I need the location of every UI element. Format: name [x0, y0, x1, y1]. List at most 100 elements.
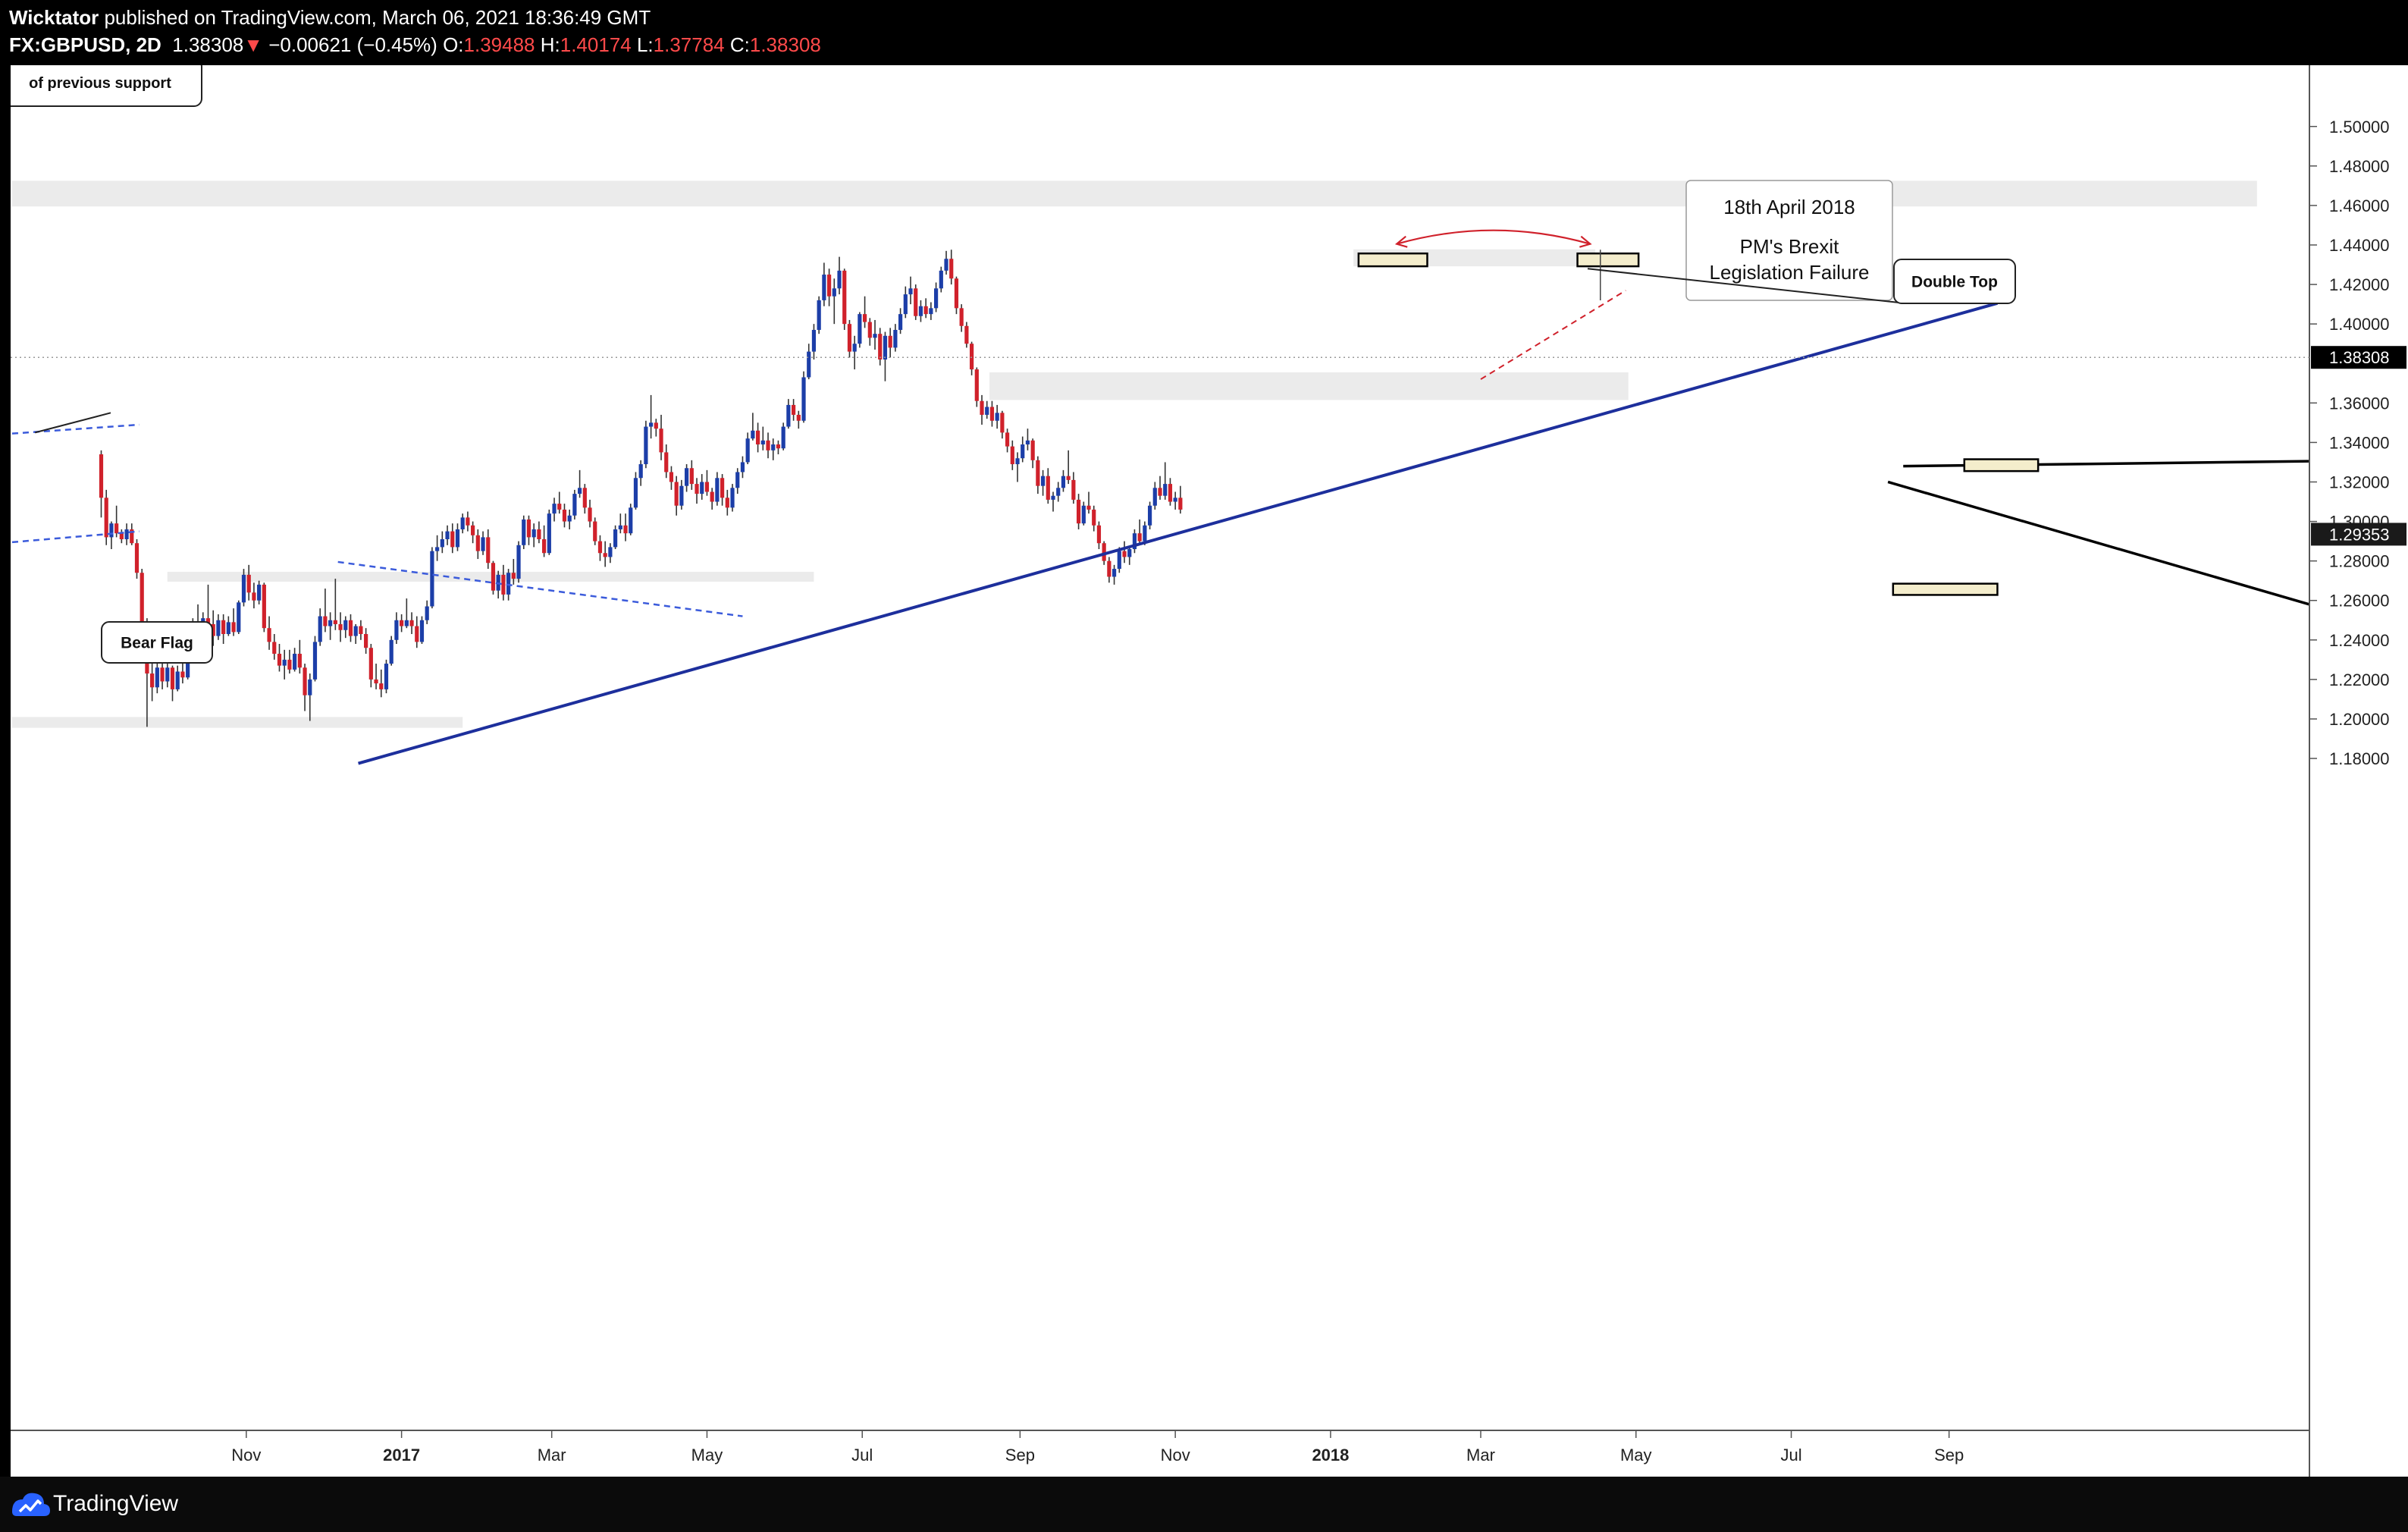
tradingview-logo-icon[interactable]: [9, 1489, 52, 1519]
candle[interactable]: [303, 664, 307, 711]
candle[interactable]: [1107, 557, 1112, 583]
candle[interactable]: [649, 394, 654, 439]
candle[interactable]: [1147, 501, 1152, 529]
candle[interactable]: [1127, 547, 1132, 565]
candle[interactable]: [435, 535, 440, 561]
candle[interactable]: [450, 523, 455, 554]
candle[interactable]: [99, 450, 104, 518]
candle[interactable]: [914, 284, 918, 320]
candle[interactable]: [175, 665, 180, 692]
candle[interactable]: [740, 456, 745, 479]
candle[interactable]: [704, 469, 710, 496]
candle[interactable]: [618, 513, 622, 534]
candle[interactable]: [893, 324, 898, 352]
candle[interactable]: [293, 648, 297, 672]
candle[interactable]: [633, 472, 638, 510]
candle[interactable]: [557, 491, 562, 514]
candle[interactable]: [481, 531, 485, 555]
candle[interactable]: [878, 328, 883, 366]
candle[interactable]: [826, 268, 832, 306]
candle[interactable]: [552, 498, 557, 522]
bear-flag-upper-dashed-line[interactable]: [11, 423, 140, 435]
candle[interactable]: [486, 529, 491, 570]
candle[interactable]: [211, 610, 215, 646]
candle[interactable]: [318, 608, 322, 646]
candle[interactable]: [852, 335, 857, 370]
candle[interactable]: [954, 276, 959, 315]
candle[interactable]: [720, 474, 725, 506]
candle[interactable]: [425, 600, 429, 624]
descending-dashed-resistance-line[interactable]: [337, 560, 743, 617]
candle[interactable]: [272, 633, 277, 660]
candle[interactable]: [1046, 468, 1050, 504]
candle[interactable]: [588, 499, 592, 528]
candle[interactable]: [995, 404, 999, 429]
candle[interactable]: [1021, 436, 1025, 463]
candle[interactable]: [231, 608, 236, 636]
candle[interactable]: [1040, 469, 1046, 496]
candle[interactable]: [959, 304, 964, 332]
candle[interactable]: [867, 318, 872, 346]
candle[interactable]: [109, 521, 114, 550]
candle[interactable]: [858, 312, 862, 348]
candle[interactable]: [908, 276, 913, 305]
candle[interactable]: [430, 547, 434, 609]
candle[interactable]: [613, 525, 618, 550]
candle[interactable]: [511, 559, 516, 585]
candle[interactable]: [817, 296, 821, 334]
candle[interactable]: [664, 444, 669, 479]
candle[interactable]: [119, 529, 124, 544]
candle[interactable]: [1117, 547, 1121, 573]
candle[interactable]: [572, 489, 577, 520]
ascending-trendline[interactable]: [358, 301, 1999, 765]
candle[interactable]: [725, 489, 729, 516]
candle[interactable]: [246, 564, 251, 601]
candle[interactable]: [526, 515, 531, 545]
candle[interactable]: [562, 504, 567, 528]
candles-layer[interactable]: [99, 250, 1183, 727]
candle[interactable]: [700, 474, 704, 500]
candle[interactable]: [368, 644, 373, 688]
candle[interactable]: [608, 543, 613, 564]
candle[interactable]: [1092, 505, 1096, 532]
candle[interactable]: [262, 582, 266, 633]
candle[interactable]: [923, 298, 928, 319]
candle[interactable]: [1036, 456, 1040, 494]
candle[interactable]: [308, 673, 312, 721]
candle[interactable]: [801, 371, 806, 423]
annotation-labels-layer[interactable]: of previous support Bear Flag 18th April 2…: [11, 65, 2016, 664]
author-name[interactable]: Wicktator: [9, 6, 99, 29]
candle[interactable]: [547, 509, 551, 555]
candle[interactable]: [394, 612, 399, 645]
candle[interactable]: [496, 570, 500, 599]
candle[interactable]: [669, 466, 674, 490]
candle[interactable]: [180, 659, 185, 684]
candle[interactable]: [898, 308, 903, 334]
candle[interactable]: [312, 636, 318, 682]
candle[interactable]: [221, 614, 226, 645]
bear-flag-lower-dashed-line[interactable]: [11, 530, 140, 544]
candle[interactable]: [567, 509, 572, 529]
candle[interactable]: [1132, 529, 1137, 554]
candle[interactable]: [241, 569, 246, 607]
candle[interactable]: [379, 669, 384, 698]
candle[interactable]: [638, 460, 643, 486]
candle[interactable]: [338, 612, 343, 642]
candle[interactable]: [985, 400, 989, 419]
brexit-callout[interactable]: 18th April 2018 PM's Brexit Legislation Fa…: [1685, 180, 1893, 301]
candle[interactable]: [832, 278, 836, 325]
candle[interactable]: [491, 560, 496, 595]
candle[interactable]: [531, 523, 536, 548]
candle[interactable]: [1025, 429, 1030, 450]
candle[interactable]: [791, 399, 796, 421]
candle[interactable]: [751, 413, 755, 441]
candle[interactable]: [1178, 485, 1183, 514]
candle[interactable]: [771, 438, 776, 460]
candle[interactable]: [124, 523, 129, 545]
candle[interactable]: [760, 426, 765, 450]
candle[interactable]: [445, 525, 450, 545]
candle[interactable]: [389, 636, 393, 666]
candle[interactable]: [134, 538, 140, 579]
candle[interactable]: [1096, 521, 1102, 550]
bear-flag-callout[interactable]: Bear Flag: [101, 621, 213, 664]
